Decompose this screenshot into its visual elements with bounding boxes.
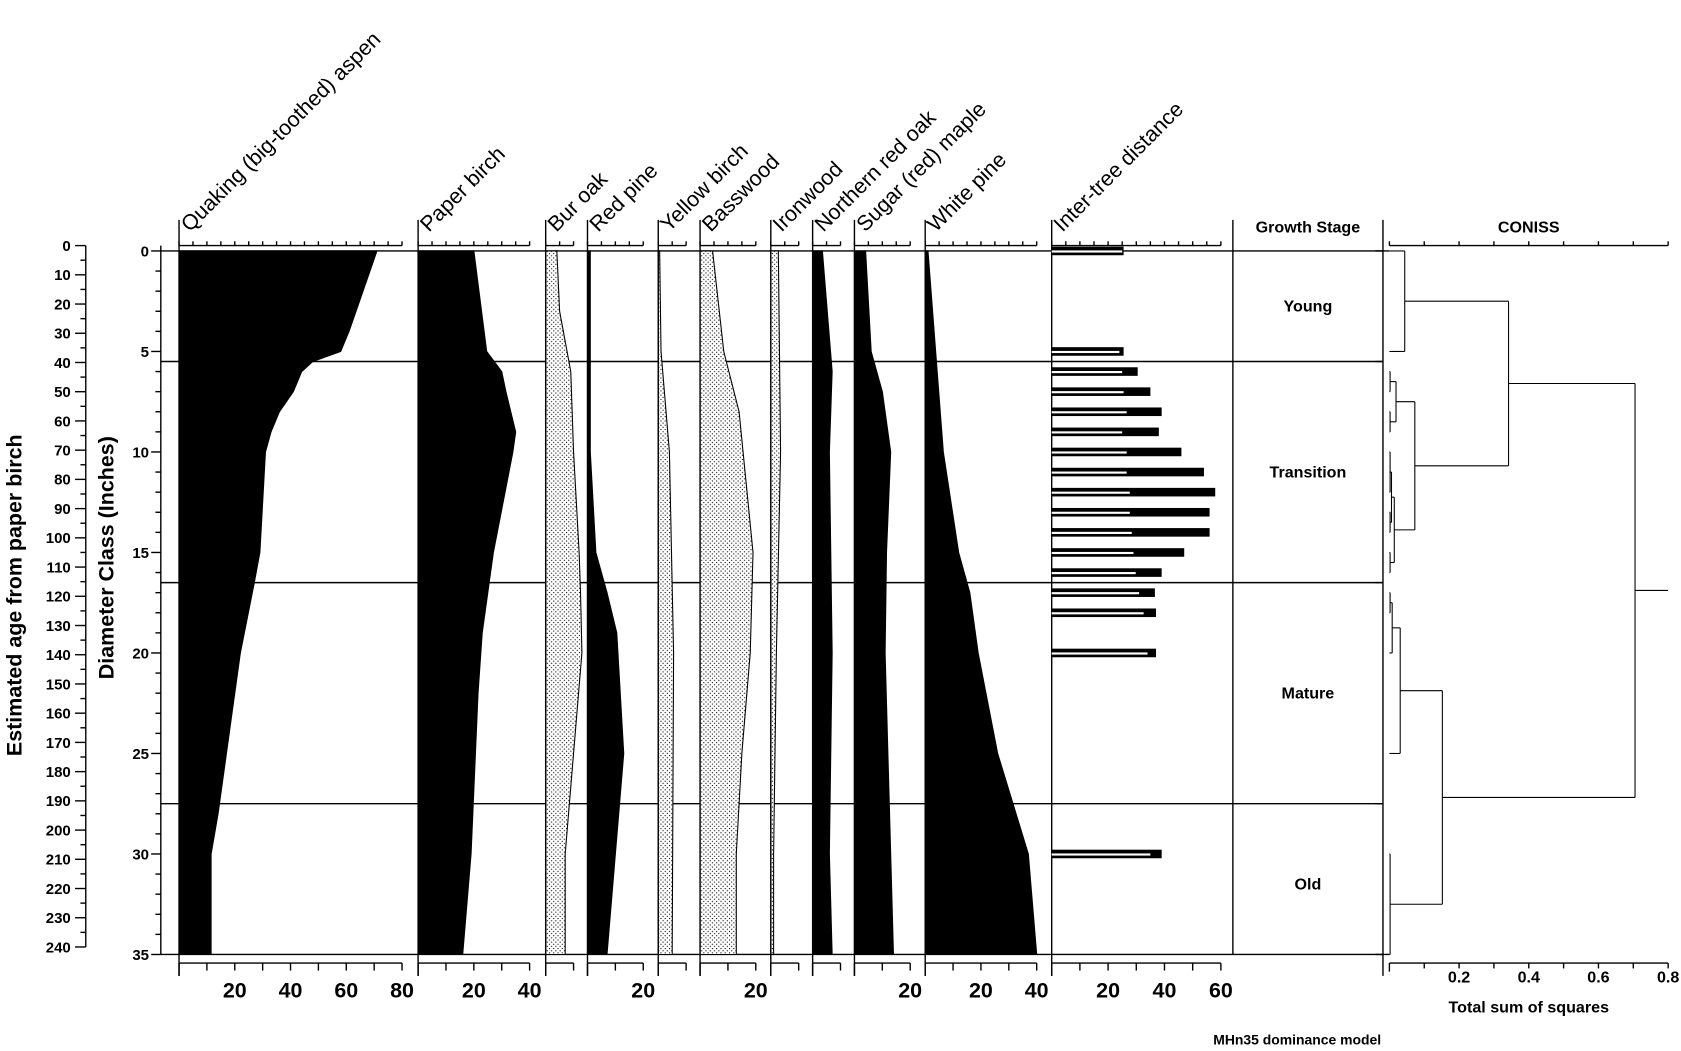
inter-tree-inner-bar — [1051, 391, 1124, 394]
diameter-tick-label: 10 — [132, 444, 149, 461]
age-tick-label: 220 — [46, 881, 71, 898]
red-pine-area — [586, 250, 625, 956]
paper-birch-title: Paper birch — [415, 142, 509, 237]
diameter-tick-label: 30 — [132, 846, 149, 863]
inter-tree-inner-bar — [1051, 371, 1123, 374]
inter-tree-inner-bar — [1051, 491, 1130, 494]
inter-tree-inner-bar — [1051, 592, 1140, 595]
diameter-tick-label: 35 — [132, 947, 149, 964]
inter-tree-inner-bar — [1051, 471, 1127, 474]
coniss-tick-label: 0.6 — [1587, 968, 1609, 986]
diameter-tick-label: 0 — [141, 243, 149, 260]
coniss-tick-label: 0.2 — [1448, 968, 1470, 986]
growth-stage-label: Transition — [1270, 463, 1347, 481]
growth-stage-label: Mature — [1282, 685, 1335, 703]
age-tick-label: 120 — [46, 589, 71, 606]
white-pine-tick-label: 40 — [1025, 978, 1049, 1002]
inter-tree-distance-title: Inter-tree distance — [1049, 97, 1188, 236]
sugar-red-maple-area — [853, 250, 895, 956]
age-tick-label: 20 — [54, 296, 71, 313]
quaking-big-toothed-aspen-tick-label: 80 — [390, 978, 414, 1002]
age-tick-label: 170 — [46, 735, 71, 752]
footnote: MHn35 dominance model — [1213, 1032, 1381, 1048]
inter-tree-inner-bar — [1051, 511, 1130, 514]
age-axis-label: Estimated age from paper birch — [2, 434, 26, 756]
inter-tree-bar — [1051, 487, 1216, 497]
growth-stage-label: Old — [1295, 875, 1322, 893]
inter-tree-inner-bar — [1051, 350, 1120, 354]
basswood-area — [699, 250, 754, 956]
age-tick-label: 150 — [46, 676, 71, 693]
age-tick-label: 100 — [46, 530, 71, 547]
age-tick-label: 80 — [54, 472, 71, 489]
age-tick-label: 70 — [54, 443, 71, 460]
growth-stage-title: Growth Stage — [1256, 219, 1361, 237]
coniss-tick-label: 0.8 — [1657, 968, 1679, 986]
growth-stage-label: Young — [1284, 298, 1333, 316]
inter-tree-distance-tick-label: 20 — [1096, 978, 1120, 1002]
inter-tree-inner-bar — [1051, 612, 1144, 615]
diameter-tick-label: 5 — [141, 344, 149, 361]
age-tick-label: 0 — [62, 238, 70, 255]
age-tick-label: 160 — [46, 706, 71, 723]
age-tick-label: 200 — [46, 822, 71, 839]
age-tick-label: 240 — [46, 939, 71, 956]
basswood-tick-label: 20 — [744, 978, 768, 1002]
inter-tree-inner-bar — [1051, 551, 1134, 555]
ironwood-area — [770, 250, 782, 956]
inter-tree-distance-tick-label: 40 — [1153, 978, 1177, 1002]
paper-birch-tick-label: 40 — [518, 978, 542, 1002]
age-tick-label: 50 — [54, 384, 71, 401]
inter-tree-inner-bar — [1051, 451, 1127, 454]
inter-tree-distance-tick-label: 60 — [1209, 978, 1233, 1002]
paper-birch-area — [417, 250, 517, 956]
coniss-xlabel: Total sum of squares — [1449, 998, 1610, 1016]
age-tick-label: 130 — [46, 618, 71, 635]
age-tick-label: 230 — [46, 910, 71, 927]
quaking-big-toothed-aspen-title: Quaking (big-toothed) aspen — [176, 27, 385, 236]
age-tick-label: 40 — [54, 355, 71, 372]
diameter-tick-label: 15 — [132, 545, 149, 562]
northern-red-oak-area — [812, 250, 833, 956]
diameter-axis-label: Diameter Class (Inches) — [95, 436, 119, 679]
inter-tree-inner-bar — [1051, 652, 1148, 655]
diameter-tick-label: 25 — [132, 746, 149, 763]
inter-tree-inner-bar — [1051, 411, 1127, 414]
paper-birch-tick-label: 20 — [462, 978, 486, 1002]
inter-tree-inner-bar — [1051, 250, 1123, 253]
age-tick-label: 180 — [46, 764, 71, 781]
age-tick-label: 190 — [46, 793, 71, 810]
inter-tree-inner-bar — [1051, 531, 1132, 534]
quaking-big-toothed-aspen-area — [178, 250, 378, 956]
sugar-red-maple-tick-label: 20 — [898, 978, 922, 1002]
red-pine-tick-label: 20 — [631, 978, 655, 1002]
bur-oak-area — [545, 250, 583, 956]
inter-tree-inner-bar — [1051, 431, 1123, 434]
yellow-birch-area — [657, 250, 675, 956]
quaking-big-toothed-aspen-tick-label: 40 — [279, 978, 303, 1002]
coniss-title: CONISS — [1498, 219, 1560, 237]
inter-tree-bar — [1051, 507, 1210, 517]
age-tick-label: 30 — [54, 326, 71, 343]
white-pine-area — [924, 250, 1038, 956]
inter-tree-bar — [1051, 467, 1204, 477]
age-tick-label: 110 — [47, 559, 71, 576]
age-tick-label: 10 — [54, 267, 71, 284]
white-pine-tick-label: 20 — [969, 978, 993, 1002]
age-tick-label: 90 — [54, 501, 71, 518]
diameter-tick-label: 20 — [132, 645, 149, 662]
inter-tree-inner-bar — [1051, 572, 1136, 575]
age-tick-label: 210 — [46, 852, 71, 869]
quaking-big-toothed-aspen-tick-label: 20 — [223, 978, 247, 1002]
inter-tree-inner-bar — [1051, 853, 1151, 856]
quaking-big-toothed-aspen-tick-label: 60 — [334, 978, 358, 1002]
age-tick-label: 60 — [54, 413, 71, 430]
age-tick-label: 140 — [46, 647, 71, 664]
coniss-tick-label: 0.4 — [1518, 968, 1540, 986]
